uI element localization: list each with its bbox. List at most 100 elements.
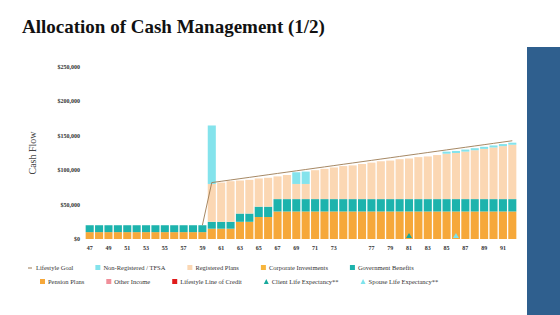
bar (480, 199, 488, 211)
bar (217, 222, 225, 229)
bar (86, 225, 94, 232)
y-tick-label: $250,000 (58, 64, 81, 70)
bar (471, 199, 479, 211)
bar (320, 169, 328, 199)
bar (377, 211, 385, 239)
bar (292, 199, 300, 211)
bar (142, 232, 150, 239)
bar (123, 225, 131, 232)
bar (367, 211, 375, 239)
line (202, 141, 512, 225)
legend-label: Spouse Life Expectancy** (369, 278, 439, 285)
x-tick-label: 73 (331, 245, 337, 251)
bar (461, 199, 469, 211)
bar (489, 199, 497, 211)
bar (142, 225, 150, 232)
bar (443, 154, 451, 199)
bar (443, 199, 451, 211)
bar (330, 211, 338, 239)
bar (264, 207, 272, 217)
bar (255, 178, 263, 206)
bar (405, 211, 413, 239)
legend-symbol (264, 279, 269, 284)
bar (414, 211, 422, 239)
bar (489, 145, 497, 147)
bar (405, 159, 413, 200)
bar (471, 211, 479, 239)
x-tick-label: 81 (406, 245, 412, 251)
bar (358, 199, 366, 211)
bar (104, 225, 112, 232)
x-tick-label: 83 (425, 245, 431, 251)
x-tick-label: 47 (87, 245, 93, 251)
bar (236, 222, 244, 239)
bar (480, 147, 488, 149)
bar (480, 149, 488, 199)
bar (377, 161, 385, 199)
bar (189, 225, 197, 232)
legend-symbol (95, 265, 100, 270)
bar (227, 181, 235, 222)
bar (227, 222, 235, 229)
bar (198, 232, 206, 239)
bar (161, 232, 169, 239)
chart: Allocation of Cash Management (1/2)Cash … (0, 0, 560, 315)
bar (508, 199, 516, 211)
bar (377, 199, 385, 211)
bar (339, 166, 347, 199)
bar (311, 170, 319, 199)
bar (320, 199, 328, 211)
x-tick-label: 53 (143, 245, 149, 251)
bar (461, 211, 469, 239)
y-axis-label: Cash Flow (27, 131, 38, 175)
bar (302, 172, 310, 184)
bar (499, 146, 507, 199)
bar (424, 211, 432, 239)
x-tick-label: 71 (312, 245, 318, 251)
bar (255, 207, 263, 217)
legend-symbol (106, 279, 111, 284)
legend-symbol (261, 265, 266, 270)
bar (255, 217, 263, 239)
bar (452, 153, 460, 199)
bar (433, 211, 441, 239)
bar (245, 222, 253, 239)
bar (133, 232, 141, 239)
bar (208, 229, 216, 239)
bar (386, 211, 394, 239)
legend-symbol (187, 265, 192, 270)
x-tick-label: 51 (124, 245, 130, 251)
bar (264, 217, 272, 239)
y-tick-label: $200,000 (58, 98, 81, 104)
bar (180, 225, 188, 232)
x-tick-label: 69 (293, 245, 299, 251)
bar (245, 180, 253, 214)
legend-symbol (172, 279, 177, 284)
legend-label: Lifestyle Goal (36, 264, 74, 271)
bar (339, 199, 347, 211)
bar (273, 176, 281, 199)
bar (95, 225, 103, 232)
bar (292, 172, 300, 184)
bar (358, 211, 366, 239)
bar (367, 163, 375, 199)
legend-label: Government Benefits (358, 264, 414, 271)
bar (208, 222, 216, 229)
bar (170, 232, 178, 239)
bar (489, 147, 497, 199)
legend-label: Pension Plans (48, 278, 85, 285)
plot-area (86, 125, 517, 239)
bar (208, 125, 216, 183)
bar (386, 199, 394, 211)
bar (217, 183, 225, 222)
bar (264, 178, 272, 207)
legend-label: Corporate Investments (269, 264, 328, 271)
x-tick-label: 55 (162, 245, 168, 251)
x-tick-label: 59 (199, 245, 205, 251)
bar (414, 157, 422, 199)
bar (330, 199, 338, 211)
x-tick-label: 67 (275, 245, 281, 251)
bar (349, 165, 357, 199)
bar (302, 211, 310, 239)
bar (461, 150, 469, 152)
